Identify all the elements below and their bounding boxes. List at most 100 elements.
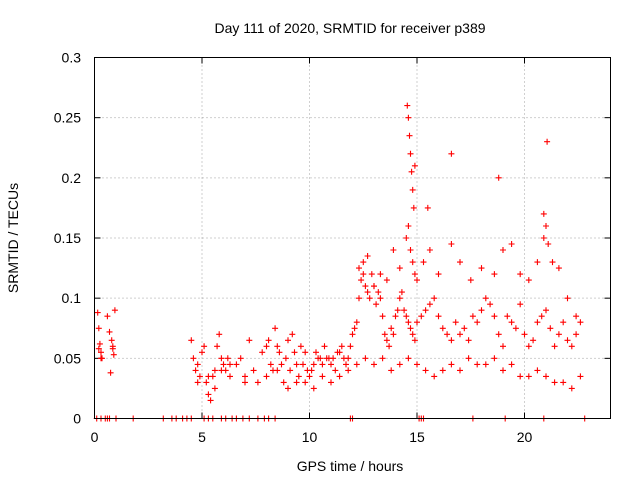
- data-point: [237, 355, 244, 362]
- data-point: [371, 361, 377, 368]
- data-point: [328, 361, 334, 368]
- data-point: [104, 313, 111, 320]
- plot-frame: [94, 57, 611, 419]
- data-point: [94, 309, 101, 316]
- data-point: [390, 247, 397, 253]
- data-point: [457, 331, 463, 338]
- data-point: [543, 373, 549, 380]
- data-point: [377, 295, 384, 302]
- grid: [94, 57, 611, 419]
- data-point: [330, 355, 337, 362]
- tick-labels: 0 0.05 0.1 0.15 0.2 0.25 0.3 0 5 10 15 20: [54, 50, 533, 446]
- data-point: [109, 343, 116, 350]
- data-point: [319, 373, 326, 380]
- y-axis-label: SRMTID / TECUs: [5, 183, 21, 293]
- data-point: [560, 379, 567, 386]
- data-point: [504, 313, 511, 320]
- data-point: [491, 313, 498, 320]
- data-point: [379, 355, 386, 362]
- data-point: [405, 223, 412, 229]
- data-point: [356, 295, 362, 302]
- chart-title: Day 111 of 2020, SRMTID for receiver p38…: [214, 20, 485, 36]
- data-point: [343, 361, 349, 368]
- data-point: [98, 355, 104, 362]
- data-point: [394, 307, 401, 314]
- data-point: [196, 373, 203, 380]
- y-tick-label: 0.05: [54, 350, 81, 366]
- data-point: [336, 373, 343, 380]
- data-point: [573, 313, 580, 320]
- x-tick-label: 10: [302, 429, 318, 445]
- data-point: [388, 367, 395, 374]
- data-point: [368, 271, 375, 278]
- data-point: [360, 259, 367, 266]
- data-point: [401, 307, 408, 314]
- data-point: [358, 277, 365, 284]
- data-point: [534, 259, 541, 266]
- data-point: [474, 319, 481, 326]
- data-point: [495, 174, 502, 181]
- data-point: [265, 337, 272, 344]
- data-point: [411, 271, 418, 278]
- data-point: [377, 271, 384, 278]
- data-point: [517, 301, 524, 308]
- data-point: [233, 361, 240, 368]
- data-point: [564, 337, 571, 344]
- data-point: [95, 325, 102, 332]
- data-point: [371, 283, 377, 290]
- data-point: [366, 295, 373, 302]
- data-point: [287, 367, 294, 374]
- data-point: [214, 343, 221, 350]
- data-point: [568, 385, 575, 392]
- data-point: [310, 385, 317, 392]
- data-point: [435, 313, 442, 320]
- data-point: [360, 271, 367, 278]
- data-point: [336, 349, 343, 356]
- data-point: [192, 367, 199, 374]
- data-point: [242, 373, 248, 380]
- data-point: [364, 253, 371, 259]
- data-point: [188, 337, 195, 344]
- data-point: [534, 319, 541, 326]
- data-point: [353, 319, 360, 326]
- y-tick-label: 0.2: [62, 170, 82, 186]
- data-point: [347, 343, 354, 350]
- data-point: [525, 373, 532, 380]
- data-point: [577, 319, 584, 326]
- y-tick-label: 0.25: [54, 110, 81, 126]
- data-point: [517, 373, 524, 380]
- data-point: [338, 343, 345, 350]
- data-point: [525, 343, 532, 350]
- data-point: [405, 114, 412, 121]
- data-point: [194, 361, 201, 368]
- data-point: [242, 379, 248, 386]
- data-point: [310, 361, 317, 368]
- x-tick-label: 15: [409, 429, 425, 445]
- data-point: [274, 367, 281, 374]
- data-point: [328, 379, 334, 386]
- data-point: [555, 265, 562, 272]
- data-point: [190, 355, 197, 362]
- data-point: [404, 102, 411, 109]
- data-point: [224, 355, 231, 362]
- data-point: [267, 361, 274, 368]
- data-point: [420, 259, 427, 266]
- data-point: [194, 379, 201, 386]
- data-point: [276, 349, 283, 356]
- data-point: [540, 235, 547, 241]
- data-point: [278, 361, 285, 368]
- data-point: [465, 337, 472, 344]
- data-point: [353, 361, 360, 368]
- data-point: [406, 132, 413, 139]
- x-tick-label: 20: [517, 429, 533, 445]
- data-point: [508, 319, 515, 326]
- data-point: [362, 355, 369, 362]
- data-point: [246, 337, 253, 344]
- data-point: [96, 340, 103, 347]
- data-point: [573, 331, 580, 338]
- data-point: [375, 289, 382, 296]
- data-point: [512, 325, 519, 332]
- data-point: [403, 235, 410, 241]
- data-points: [93, 102, 588, 422]
- data-point: [108, 337, 115, 344]
